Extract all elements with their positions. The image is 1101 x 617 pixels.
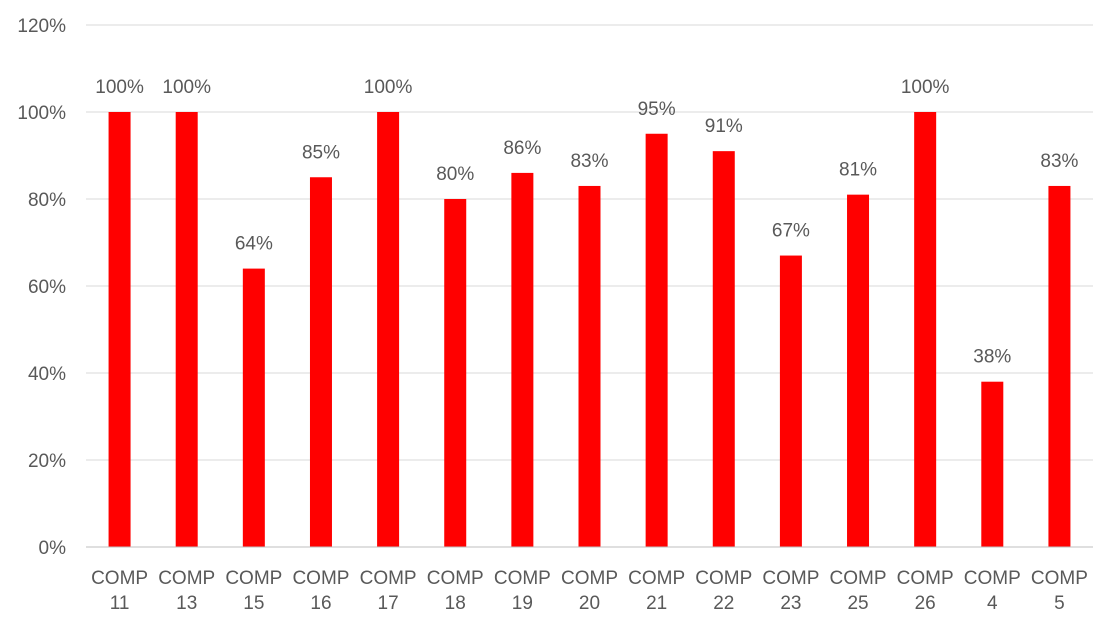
bar xyxy=(712,151,735,547)
data-label: 38% xyxy=(973,347,1011,368)
bar xyxy=(242,268,265,547)
x-tick-label-line: COMP xyxy=(561,568,618,589)
x-tick-label: COMP 16 xyxy=(292,568,349,614)
x-tick-label: COMP 18 xyxy=(427,568,484,614)
x-tick-label-line: 22 xyxy=(713,593,734,614)
x-tick-label: COMP 4 xyxy=(964,568,1021,614)
bar xyxy=(377,112,400,547)
x-tick-label-line: 11 xyxy=(110,593,130,614)
x-tick-label-line: 19 xyxy=(512,593,533,614)
x-tick-label-line: 25 xyxy=(847,593,868,614)
x-tick-label-line: COMP xyxy=(628,568,685,589)
data-label: 83% xyxy=(1040,151,1078,172)
data-label: 100% xyxy=(95,77,144,98)
x-tick-label-line: 20 xyxy=(579,593,600,614)
y-tick-label: 80% xyxy=(28,190,66,211)
x-tick-label-line: COMP xyxy=(964,568,1021,589)
data-label: 100% xyxy=(364,77,413,98)
x-tick-label-line: 5 xyxy=(1054,593,1065,614)
y-tick-label: 100% xyxy=(17,103,66,124)
x-tick-label: COMP 20 xyxy=(561,568,618,614)
x-tick-label-line: 16 xyxy=(310,593,331,614)
x-tick-label-line: 23 xyxy=(780,593,801,614)
x-tick-label: COMP 25 xyxy=(830,568,887,614)
x-tick-label: COMP 26 xyxy=(897,568,954,614)
data-label: 83% xyxy=(570,151,608,172)
x-tick-label: COMP 19 xyxy=(494,568,551,614)
bar xyxy=(779,255,802,548)
data-label: 95% xyxy=(638,99,676,120)
bar xyxy=(511,172,534,547)
bar xyxy=(175,112,198,547)
x-tick-label: COMP 13 xyxy=(158,568,215,614)
y-tick-label: 20% xyxy=(28,451,66,472)
y-tick-label: 0% xyxy=(39,538,67,559)
y-tick-label: 120% xyxy=(17,16,66,37)
x-tick-label-line: COMP xyxy=(762,568,819,589)
x-tick-label-line: 17 xyxy=(378,593,399,614)
x-tick-label: COMP 5 xyxy=(1031,568,1088,614)
y-axis-ticks: 0% 20% 40% 60% 80% 100% 120% xyxy=(17,16,66,559)
bar xyxy=(1048,185,1071,547)
bar xyxy=(981,381,1004,547)
x-tick-label-line: COMP xyxy=(158,568,215,589)
x-tick-label-line: COMP xyxy=(695,568,752,589)
x-tick-label: COMP 17 xyxy=(360,568,417,614)
data-label: 91% xyxy=(705,116,743,137)
y-tick-label: 40% xyxy=(28,364,66,385)
x-tick-label: COMP 22 xyxy=(695,568,752,614)
data-label: 100% xyxy=(901,77,950,98)
x-tick-label-line: COMP xyxy=(225,568,282,589)
x-tick-label: COMP 11 xyxy=(91,568,148,614)
data-label: 64% xyxy=(235,234,273,255)
x-tick-label-line: COMP xyxy=(91,568,148,589)
data-label: 85% xyxy=(302,142,340,163)
x-tick-label: COMP 21 xyxy=(628,568,685,614)
x-tick-label-line: COMP xyxy=(292,568,349,589)
x-tick-label-line: 15 xyxy=(243,593,264,614)
bar xyxy=(847,194,870,547)
x-tick-label-line: COMP xyxy=(494,568,551,589)
x-tick-label-line: COMP xyxy=(360,568,417,589)
bar xyxy=(578,185,601,547)
bar xyxy=(309,177,332,547)
x-tick-label-line: 18 xyxy=(445,593,466,614)
x-tick-label: COMP 23 xyxy=(762,568,819,614)
x-tick-label-line: COMP xyxy=(1031,568,1088,589)
bar xyxy=(645,133,668,547)
data-label: 80% xyxy=(436,164,474,185)
x-tick-label-line: 26 xyxy=(915,593,936,614)
data-label: 86% xyxy=(503,138,541,159)
bars xyxy=(108,112,1071,548)
y-tick-label: 60% xyxy=(28,277,66,298)
x-tick-label-line: 21 xyxy=(646,593,667,614)
x-tick-label-line: 4 xyxy=(987,593,998,614)
x-tick-label-line: COMP xyxy=(427,568,484,589)
data-label: 100% xyxy=(162,77,211,98)
bar xyxy=(914,112,937,547)
bar xyxy=(108,112,131,547)
x-tick-label: COMP 15 xyxy=(225,568,282,614)
data-label: 67% xyxy=(772,221,810,242)
bar xyxy=(444,199,467,547)
x-tick-label-line: COMP xyxy=(830,568,887,589)
data-labels: 100% 100% 64% 85% 100% 80% 86% 83% 95% 91% 67% 81% 1… xyxy=(95,77,1078,368)
x-tick-label-line: COMP xyxy=(897,568,954,589)
data-label: 81% xyxy=(839,160,877,181)
x-tick-label-line: 13 xyxy=(176,593,197,614)
